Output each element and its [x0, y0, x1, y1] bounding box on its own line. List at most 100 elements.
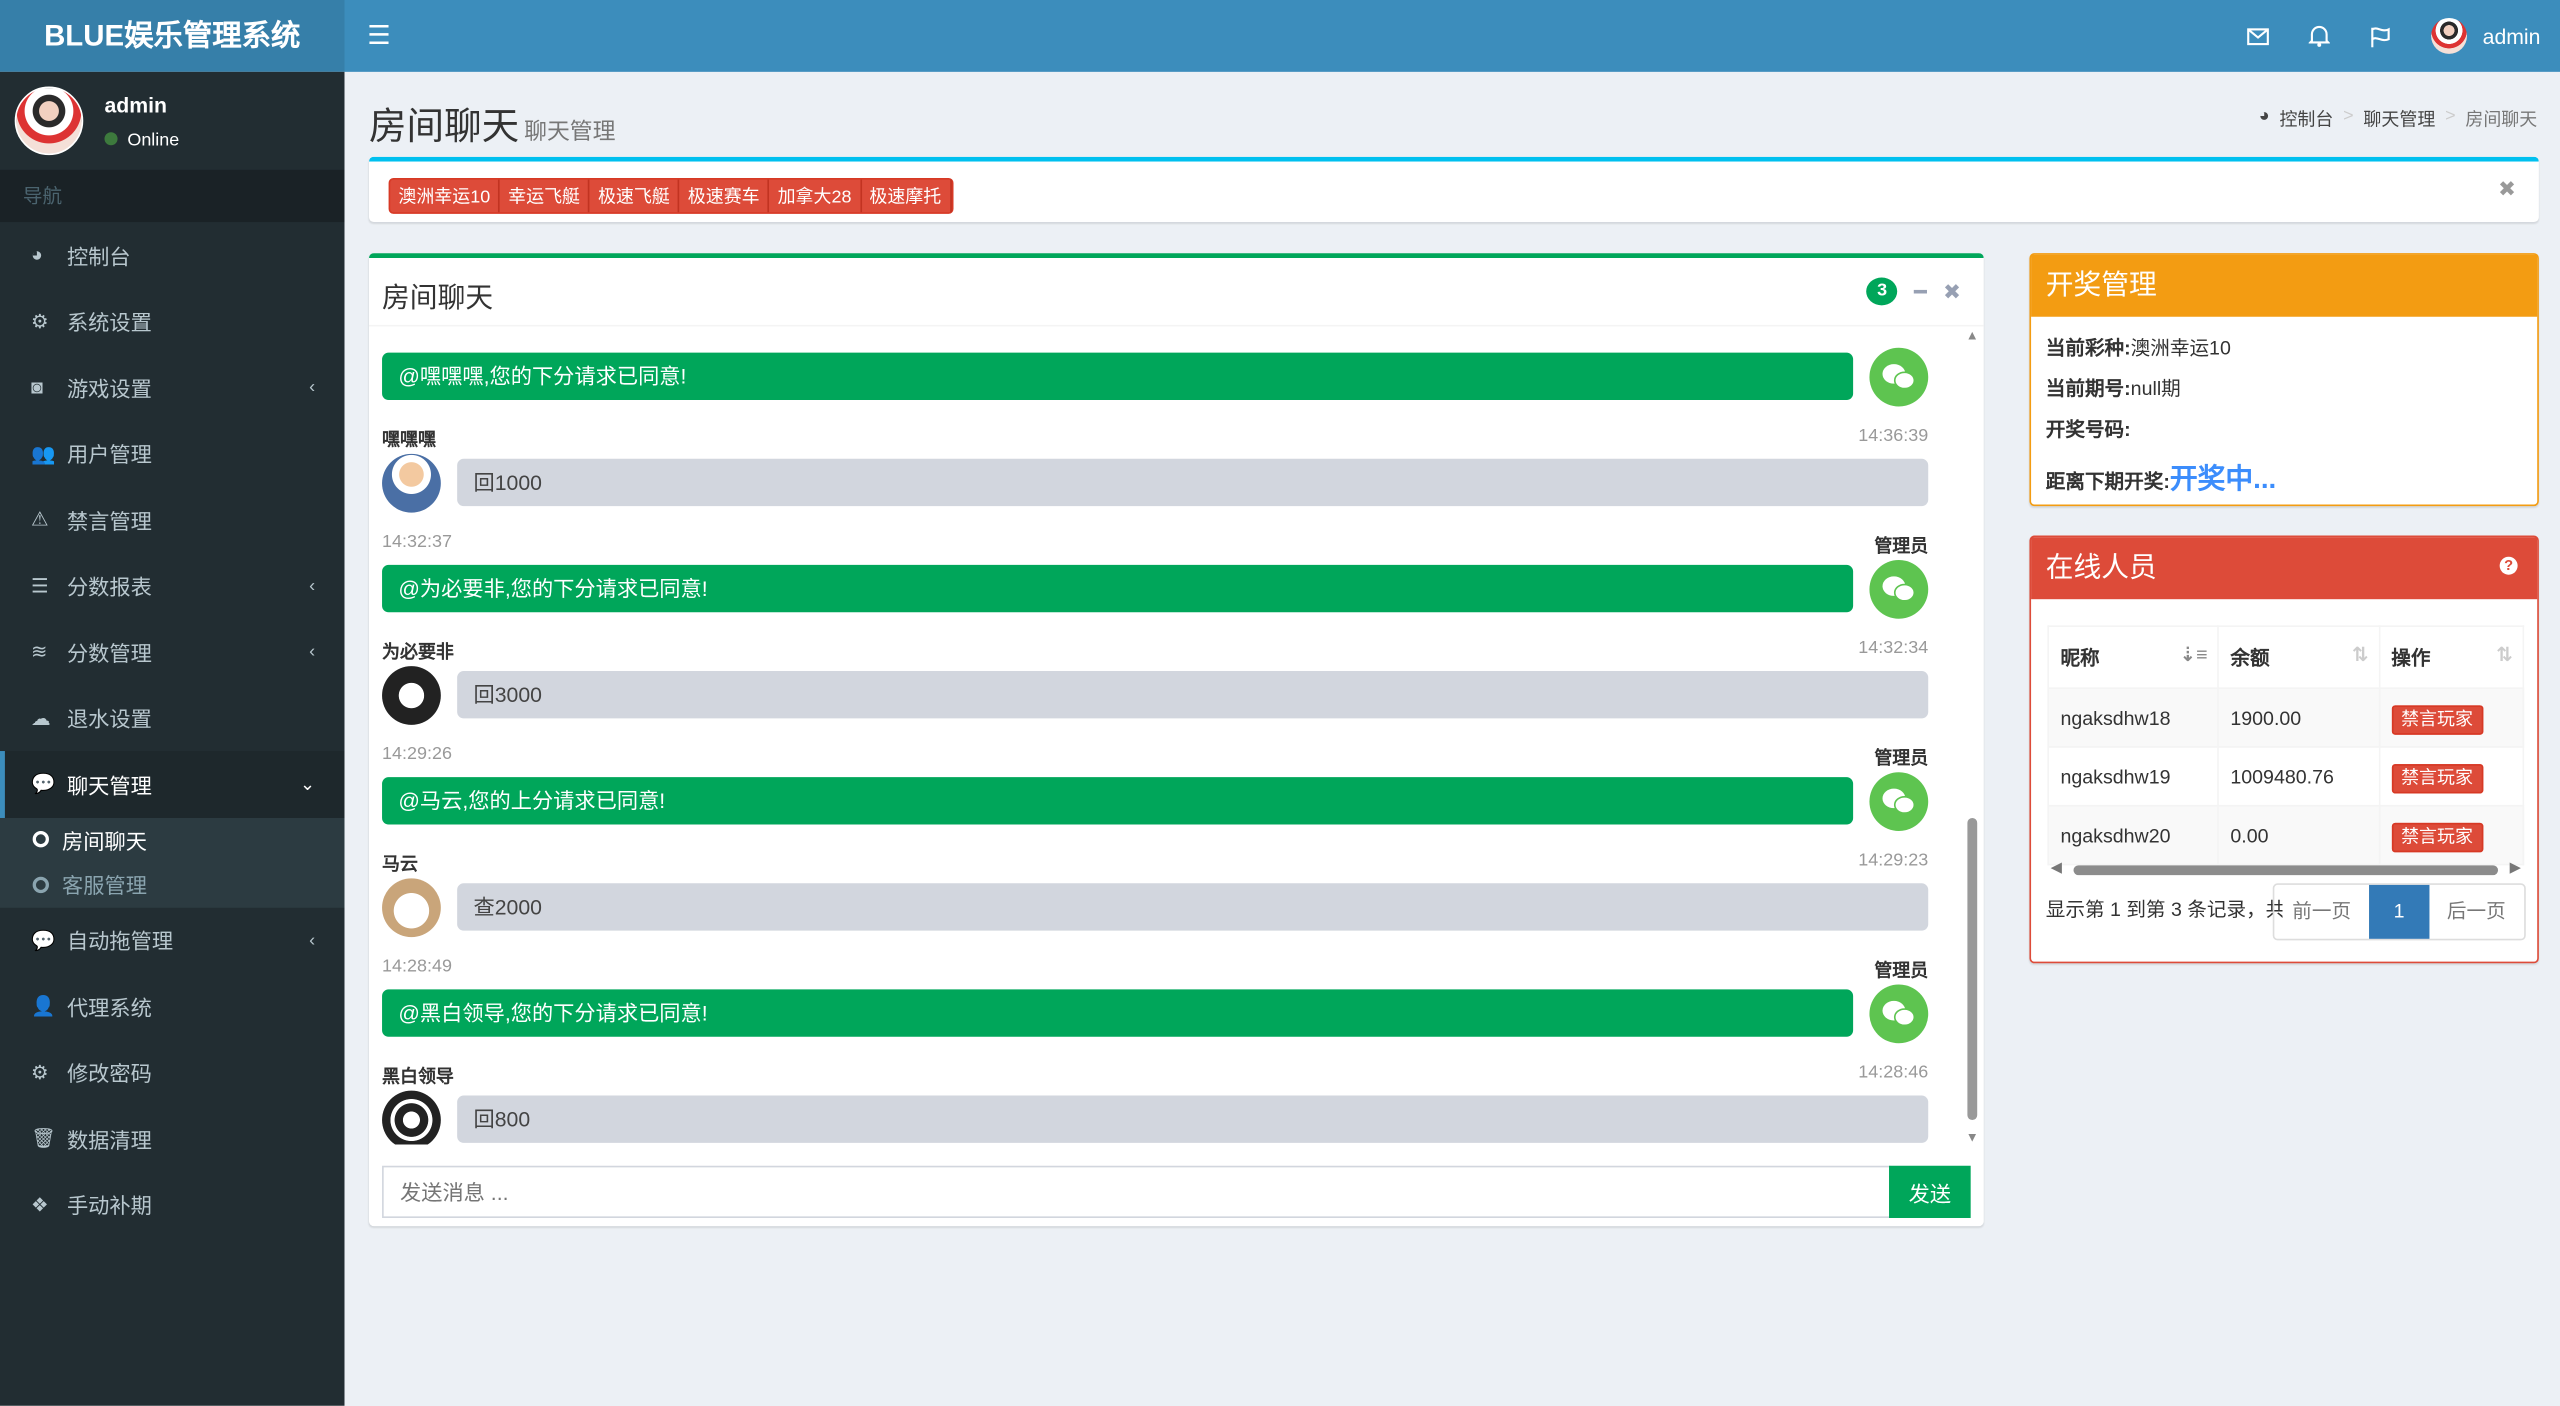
flag-icon[interactable] [2368, 25, 2391, 47]
draw-management-box: 开奖管理 当前彩种:澳洲幸运10 当前期号:null期 开奖号码: 距离下期开奖… [2029, 253, 2539, 507]
sidebar-item-label: 分数管理 [66, 641, 152, 666]
comments-icon: 💬 [31, 772, 56, 796]
column-header-nickname[interactable]: 昵称 ⇣≡ [2047, 625, 2219, 689]
chevron-left-icon: ‹ [309, 575, 316, 596]
chat-scrollbar[interactable]: ▲ ▼ [1964, 328, 1980, 1144]
message-count-badge: 3 [1866, 277, 1898, 306]
cloud-upload-icon: ☁ [31, 706, 51, 730]
mute-player-button[interactable]: 禁言玩家 [2391, 822, 2483, 852]
send-button[interactable]: 发送 [1889, 1165, 1971, 1218]
message-input[interactable] [382, 1165, 1891, 1218]
list-icon: ☰ [31, 574, 49, 598]
user-plus-icon: 👤 [31, 994, 56, 1018]
message-meta [382, 328, 1928, 346]
scroll-left-icon[interactable]: ◀ [2050, 858, 2062, 876]
sidebar-item[interactable]: ◕ 控制台 [0, 222, 344, 288]
avatar [2430, 17, 2467, 54]
sidebar-item[interactable]: ⚙ 系统设置 [0, 288, 344, 354]
sidebar-item-label: 游戏设置 [66, 376, 152, 402]
sidebar-item-label: 控制台 [66, 244, 131, 269]
lottery-tag-button[interactable]: 澳洲幸运10 [390, 179, 501, 213]
chat-messages: @嘿嘿嘿,您的下分请求已同意! 嘿嘿嘿 14:36:39 回1000 14:32:37 管… [369, 328, 1964, 1145]
sidebar-item[interactable]: ☁ 退水设置 [0, 685, 344, 751]
close-icon[interactable]: ✖ [2498, 176, 2516, 201]
balance-cell: 0.00 [2217, 804, 2380, 866]
message-sender: 管理员 [1874, 537, 1929, 557]
online-users-table: 昵称 ⇣≡ 余额 ⇅ 操作 ⇅ ngaksdhw18 1900.00 禁言玩家 ngaksd… [2047, 625, 2525, 866]
breadcrumb-item[interactable]: 聊天管理 [2363, 111, 2436, 131]
scrollbar-thumb[interactable] [2073, 865, 2499, 876]
message-meta: 14:29:26 管理员 [382, 745, 1928, 771]
message-meta: 为必要非 14:32:34 [382, 638, 1928, 664]
lottery-tag-button[interactable]: 加拿大28 [769, 179, 862, 213]
sidebar-item-label: 手动补期 [66, 1193, 152, 1219]
minimize-icon[interactable]: ━ [1913, 278, 1927, 303]
top-navbar: ☰ admin [344, 0, 2560, 72]
next-page-button[interactable]: 后一页 [2446, 899, 2506, 923]
sidebar-item[interactable]: ≋ 分数管理 ‹ [0, 619, 344, 685]
column-header-action[interactable]: 操作 ⇅ [2378, 625, 2525, 689]
message-bubble: 回1000 [457, 458, 1929, 507]
app-logo[interactable]: BLUE娱乐管理系统 [0, 0, 345, 72]
sort-icon: ⇅ [2352, 643, 2369, 667]
scroll-down-icon[interactable]: ▼ [1965, 1129, 1979, 1145]
submenu-item[interactable]: 客服管理 [0, 862, 344, 907]
breadcrumb-item[interactable]: 控制台 [2279, 111, 2334, 131]
lottery-tag-button[interactable]: 极速摩托 [861, 179, 952, 213]
message-time: 14:28:46 [1858, 1062, 1929, 1083]
message-sender: 黑白领导 [382, 1067, 454, 1088]
message-sender: 管理员 [1874, 749, 1929, 770]
page-1-button[interactable]: 1 [2369, 884, 2429, 939]
table-row: ngaksdhw18 1900.00 禁言玩家 [2047, 687, 2525, 748]
chat-message: @马云,您的上分请求已同意! [382, 771, 1929, 831]
scroll-up-icon[interactable]: ▲ [1965, 328, 1979, 343]
close-icon[interactable]: ✖ [1943, 278, 1961, 303]
breadcrumb-current: 房间聊天 [2465, 111, 2538, 131]
chat-box-title: 房间聊天 [382, 282, 494, 314]
sidebar-item-label: 代理系统 [66, 995, 152, 1021]
sidebar-item[interactable]: ◙ 游戏设置 ‹ [0, 354, 344, 420]
horizontal-scrollbar[interactable]: ◀ ▶ [2047, 858, 2524, 880]
chevron-down-icon: ⌄ [300, 775, 316, 795]
gamepad-icon: ◙ [31, 375, 43, 399]
dashboard-icon: ◕ [2258, 106, 2270, 126]
bell-icon[interactable] [2307, 24, 2330, 47]
sidebar-item[interactable]: 👤 代理系统 [0, 973, 344, 1039]
lottery-tag-button[interactable]: 幸运飞艇 [500, 179, 590, 213]
user-panel: admin Online [0, 72, 344, 170]
message-sender: 嘿嘿嘿 [382, 431, 436, 451]
mute-player-button[interactable]: 禁言玩家 [2391, 704, 2483, 734]
chat-box-header: 房间聊天 3 ━ ✖ [368, 258, 1984, 327]
sidebar: admin Online 导航 ◕ 控制台 ⚙ 系统设置 ◙ 游戏设置 ‹ 👥 用户管理 ⚠ 禁言管… [0, 71, 345, 1406]
user-menu[interactable]: admin [2430, 17, 2540, 54]
next-draw-countdown: 距离下期开奖:开奖中... [2045, 463, 2277, 495]
lottery-tag-button[interactable]: 极速飞艇 [590, 179, 680, 213]
column-header-balance[interactable]: 余额 ⇅ [2217, 625, 2380, 689]
chat-box: 房间聊天 3 ━ ✖ @嘿嘿嘿,您的下分请求已同意! 嘿嘿嘿 14:36:39 回10… [368, 253, 1984, 1227]
sidebar-item[interactable]: 👥 用户管理 [0, 420, 344, 486]
sidebar-item[interactable]: ❖ 手动补期 [0, 1171, 344, 1237]
sidebar-toggle-icon[interactable]: ☰ [367, 22, 391, 51]
nav-header: 导航 [0, 169, 345, 223]
pagination: 前一页 1 后一页 [2272, 883, 2526, 941]
sidebar-menu: ◕ 控制台 ⚙ 系统设置 ◙ 游戏设置 ‹ 👥 用户管理 ⚠ 禁言管理 ☰ 分数报表 ‹ ≋ 分数管理 ‹ ☁ 退水… [0, 222, 345, 1238]
submenu-item[interactable]: 房间聊天 [0, 817, 344, 862]
scrollbar-thumb[interactable] [1967, 817, 1978, 1121]
avatar [382, 1089, 441, 1145]
sidebar-item[interactable]: 💬 自动拖管理 ‹ [0, 907, 344, 973]
sidebar-item[interactable]: ⚙ 修改密码 [0, 1039, 344, 1105]
sidebar-item[interactable]: ⚠ 禁言管理 [0, 487, 344, 553]
sidebar-item[interactable]: ☰ 分数报表 ‹ [0, 553, 344, 619]
lottery-tags-box: 澳洲幸运10 幸运飞艇 极速飞艇 极速赛车 加拿大28 极速摩托 ✖ [368, 156, 2539, 223]
lottery-tag-button[interactable]: 极速赛车 [680, 179, 770, 213]
sidebar-item[interactable]: 💬 聊天管理 ⌄ [0, 751, 345, 818]
message-time: 14:32:37 [382, 532, 452, 552]
help-icon[interactable]: ? [2499, 556, 2518, 575]
sidebar-item-label: 自动拖管理 [66, 929, 174, 954]
mute-player-button[interactable]: 禁言玩家 [2391, 763, 2483, 793]
sidebar-item[interactable]: 🗑 数据清理 [0, 1105, 344, 1171]
scroll-right-icon[interactable]: ▶ [2509, 858, 2521, 876]
envelope-icon[interactable] [2246, 27, 2269, 45]
prev-page-button[interactable]: 前一页 [2292, 899, 2352, 923]
message-bubble: @嘿嘿嘿,您的下分请求已同意! [382, 352, 1854, 401]
